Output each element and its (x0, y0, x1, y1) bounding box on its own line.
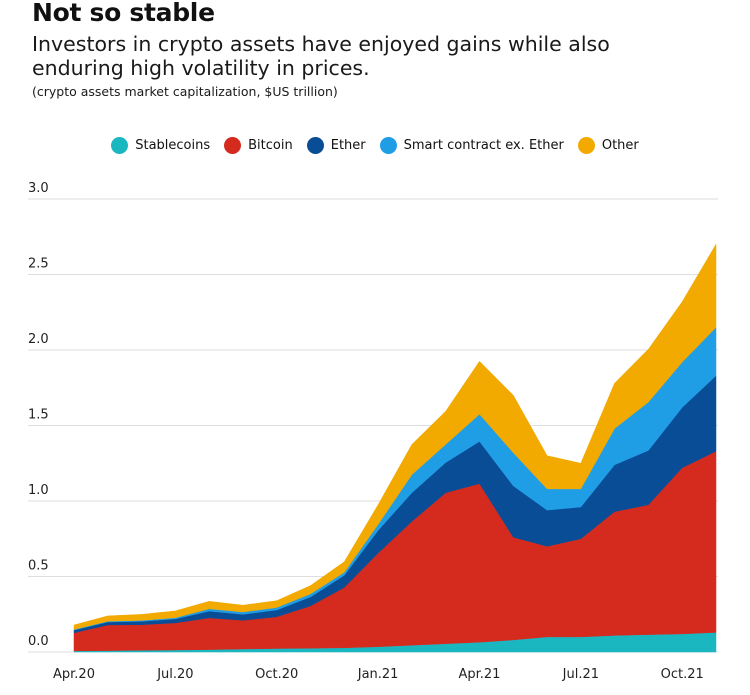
legend-item-other: Other (577, 137, 639, 154)
legend-swatch-ether (306, 137, 324, 154)
x-tick-label: Apr.20 (53, 667, 95, 682)
y-tick-label: 2.0 (28, 332, 49, 347)
y-tick-label: 0.0 (28, 634, 49, 649)
x-tick-label: Jan.21 (357, 667, 399, 682)
chart-legend: Stablecoins Bitcoin Ether Smart contract… (0, 137, 750, 154)
y-tick-label: 3.0 (28, 181, 49, 196)
legend-item-ether: Ether (306, 137, 366, 154)
area-series (73, 243, 717, 653)
x-tick-label: Oct.20 (255, 667, 298, 682)
chart-title: Not so stable (32, 0, 215, 27)
y-tick-label: 1.5 (28, 408, 49, 423)
chart-units-note: (crypto assets market capitalization, $U… (32, 84, 338, 99)
legend-swatch-stablecoins (111, 137, 129, 154)
legend-label-ether: Ether (330, 138, 366, 153)
chart-subtitle: Investors in crypto assets have enjoyed … (32, 32, 610, 80)
legend-item-bitcoin: Bitcoin (224, 137, 293, 154)
legend-label-bitcoin: Bitcoin (248, 138, 293, 153)
legend-swatch-other (577, 137, 595, 154)
legend-swatch-smart-contract (379, 137, 397, 154)
x-tick-label: Apr.21 (458, 667, 500, 682)
y-axis-ticks: 0.0 0.5 1.0 1.5 2.0 2.5 3.0 (28, 181, 49, 649)
legend-label-stablecoins: Stablecoins (135, 138, 211, 153)
legend-label-other: Other (601, 138, 639, 153)
x-tick-label: Jul.21 (562, 667, 599, 682)
legend-item-stablecoins: Stablecoins (111, 137, 210, 154)
y-tick-label: 2.5 (28, 257, 49, 272)
area-other (73, 243, 717, 630)
legend-item-smart-contract: Smart contract ex. Ether (379, 137, 564, 154)
x-axis-ticks: Apr.20 Jul.20 Oct.20 Jan.21 Apr.21 Jul.21 Oct.… (53, 667, 704, 682)
y-tick-label: 1.0 (28, 483, 49, 498)
x-tick-label: Oct.21 (661, 667, 704, 682)
x-tick-label: Jul.20 (156, 667, 193, 682)
y-tick-label: 0.5 (28, 559, 49, 574)
legend-swatch-bitcoin (224, 137, 242, 154)
legend-label-smart-contract: Smart contract ex. Ether (403, 138, 564, 153)
